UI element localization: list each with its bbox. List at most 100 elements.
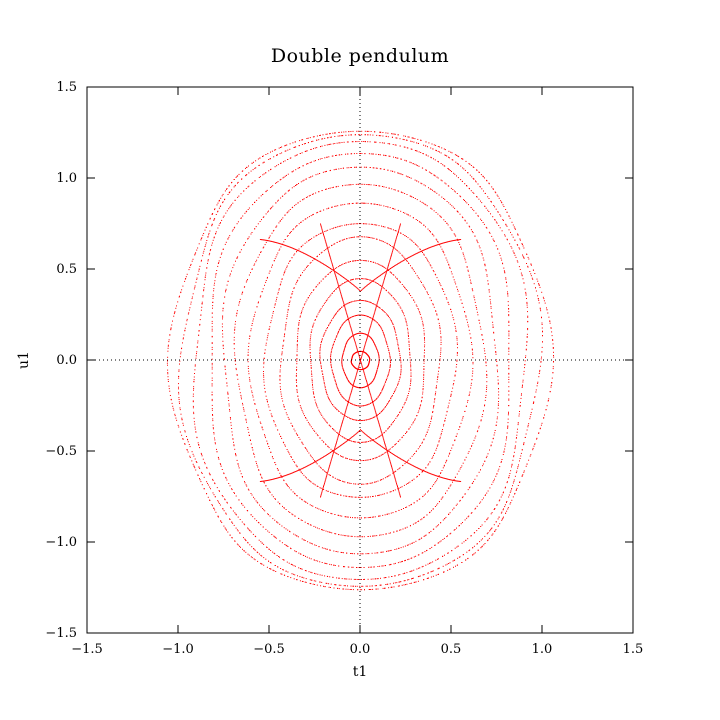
data-point xyxy=(211,223,213,225)
data-point xyxy=(239,388,241,390)
data-point xyxy=(467,516,469,518)
data-point xyxy=(198,330,200,331)
data-point xyxy=(449,170,451,171)
data-point xyxy=(466,319,468,321)
data-point xyxy=(332,428,334,430)
data-point xyxy=(363,236,365,238)
data-point xyxy=(400,359,402,361)
data-point xyxy=(468,395,470,396)
data-point xyxy=(194,365,196,367)
data-point xyxy=(197,273,199,275)
data-point xyxy=(337,494,339,495)
data-point xyxy=(474,299,476,301)
data-point xyxy=(322,510,324,512)
data-point xyxy=(396,340,398,342)
data-point xyxy=(321,439,323,441)
data-point xyxy=(342,436,344,438)
data-point xyxy=(235,527,237,529)
data-point xyxy=(261,476,263,478)
data-point xyxy=(335,533,337,535)
data-point xyxy=(247,365,249,367)
data-point xyxy=(268,210,269,212)
data-point xyxy=(410,295,412,296)
data-point xyxy=(438,501,440,503)
data-point xyxy=(415,244,417,245)
data-point xyxy=(391,321,393,323)
data-point xyxy=(467,538,469,540)
data-point xyxy=(482,339,484,341)
data-point xyxy=(316,316,318,318)
data-point xyxy=(361,536,363,538)
data-point xyxy=(273,156,275,158)
data-point xyxy=(372,340,374,342)
data-point xyxy=(350,261,351,262)
data-point xyxy=(375,457,377,459)
data-point xyxy=(395,470,397,472)
data-point xyxy=(438,524,439,526)
data-point xyxy=(297,395,299,397)
data-point xyxy=(331,187,333,189)
data-point xyxy=(339,265,341,267)
data-point xyxy=(224,296,226,298)
data-point xyxy=(211,364,213,366)
data-point xyxy=(278,288,280,290)
data-point xyxy=(506,432,508,434)
data-point xyxy=(247,542,249,544)
data-point xyxy=(490,307,492,309)
data-point xyxy=(236,257,238,259)
data-point xyxy=(275,202,277,204)
data-point xyxy=(322,469,324,471)
data-point xyxy=(342,355,343,357)
data-point xyxy=(395,137,397,139)
data-point xyxy=(426,258,428,260)
data-point xyxy=(399,357,401,359)
data-point xyxy=(225,291,226,293)
data-point xyxy=(377,480,379,482)
data-point xyxy=(434,452,436,454)
data-point xyxy=(381,479,383,480)
data-point xyxy=(394,230,396,231)
data-point xyxy=(389,354,391,356)
data-point xyxy=(449,485,451,487)
data-point xyxy=(436,445,438,447)
data-point xyxy=(333,377,335,379)
data-point xyxy=(384,338,386,340)
data-point xyxy=(310,361,312,362)
data-point xyxy=(346,495,348,497)
data-point xyxy=(182,424,184,426)
data-point xyxy=(417,220,419,221)
data-point xyxy=(205,274,207,276)
data-point xyxy=(328,188,330,189)
data-point xyxy=(491,315,493,317)
data-point xyxy=(315,545,317,546)
data-point xyxy=(398,351,400,352)
data-point xyxy=(312,324,314,326)
data-point xyxy=(468,451,470,453)
data-point xyxy=(245,419,247,421)
data-point xyxy=(425,204,427,206)
data-point xyxy=(222,318,223,320)
data-point xyxy=(222,333,224,335)
data-point xyxy=(418,311,420,313)
data-point xyxy=(449,512,451,514)
data-point xyxy=(272,230,274,232)
data-point xyxy=(270,207,272,209)
data-point xyxy=(260,295,262,297)
data-point xyxy=(309,338,311,340)
data-point xyxy=(500,512,502,514)
data-point xyxy=(368,566,370,568)
data-point xyxy=(455,283,457,285)
data-point xyxy=(468,393,470,395)
data-point xyxy=(517,428,518,430)
data-point xyxy=(366,404,368,406)
data-point xyxy=(364,260,366,262)
data-point xyxy=(424,535,426,537)
data-point xyxy=(428,532,430,534)
data-point xyxy=(388,292,390,294)
data-point xyxy=(522,254,523,256)
data-point xyxy=(332,317,334,319)
data-point xyxy=(226,385,228,387)
data-point xyxy=(328,324,330,326)
data-point xyxy=(196,278,198,280)
data-point xyxy=(396,386,398,388)
